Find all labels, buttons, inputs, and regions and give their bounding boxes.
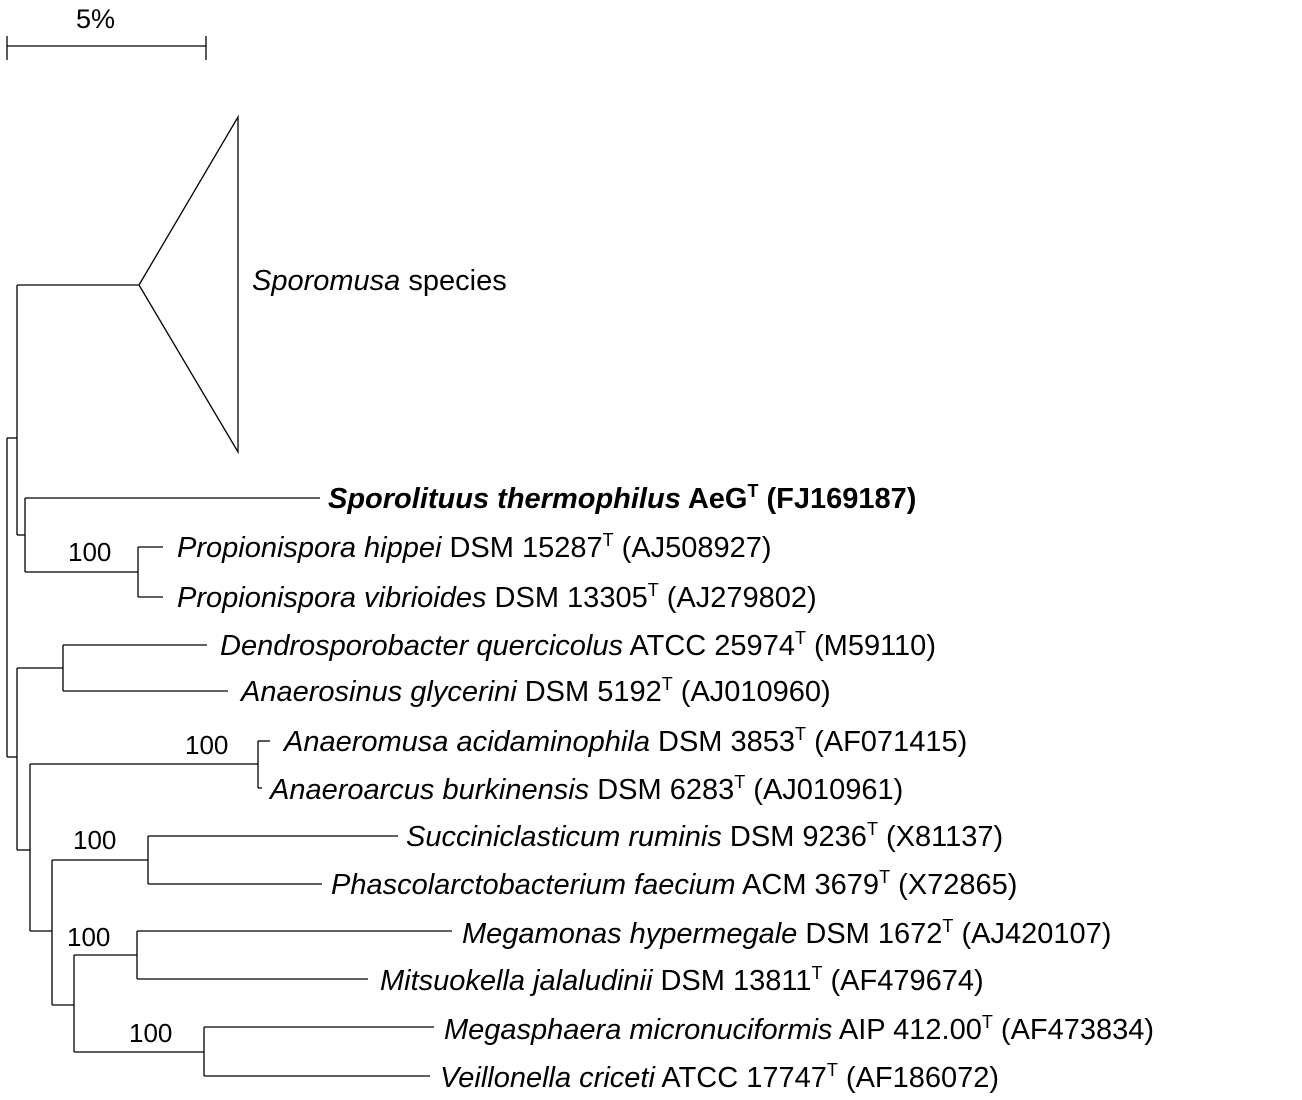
clade-rest: species: [400, 265, 506, 297]
tree-branches: [6, 114, 452, 1077]
taxon-label: Anaerosinus glycerini DSM 5192T (AJ01096…: [239, 674, 831, 708]
taxon-label: Anaeroarcus burkinensis DSM 6283T (AJ010…: [268, 772, 903, 806]
bootstrap-value: 100: [129, 1018, 172, 1048]
collapsed-clade-label: Sporomusa species: [252, 265, 507, 297]
bootstrap-value: 100: [185, 730, 228, 760]
taxon-label: Propionispora vibrioides DSM 13305T (AJ2…: [177, 580, 817, 614]
taxon-label: Sporolituus thermophilus AeGT (FJ169187): [328, 481, 916, 515]
taxon-label: Veillonella criceti ATCC 17747T (AF18607…: [440, 1060, 999, 1094]
taxon-label: Mitsuokella jalaludinii DSM 13811T (AF47…: [380, 963, 984, 997]
scale-bar-label: 5%: [76, 4, 115, 34]
taxon-label: Succiniclasticum ruminis DSM 9236T (X811…: [406, 819, 1003, 853]
taxon-label: Megasphaera micronuciformis AIP 412.00T …: [444, 1012, 1154, 1046]
taxon-label: Propionispora hippei DSM 15287T (AJ50892…: [177, 530, 772, 564]
scale-bar: 5%: [6, 4, 207, 60]
clade-genus: Sporomusa: [252, 265, 400, 297]
taxon-label: Phascolarctobacterium faecium ACM 3679T …: [331, 867, 1017, 901]
sporomusa-collapsed-clade: [138, 114, 239, 455]
taxon-label: Megamonas hypermegale DSM 1672T (AJ42010…: [462, 916, 1111, 950]
taxon-label: Dendrosporobacter quercicolus ATCC 25974…: [220, 628, 936, 662]
bootstrap-value: 100: [68, 537, 111, 567]
taxon-labels: Sporolituus thermophilus AeGT (FJ169187)…: [177, 481, 1154, 1094]
bootstrap-value: 100: [67, 922, 110, 952]
bootstrap-value: 100: [73, 825, 116, 855]
taxon-label: Anaeromusa acidaminophila DSM 3853T (AF0…: [282, 724, 967, 758]
bootstrap-values: 100 100 100 100 100: [67, 537, 228, 1048]
